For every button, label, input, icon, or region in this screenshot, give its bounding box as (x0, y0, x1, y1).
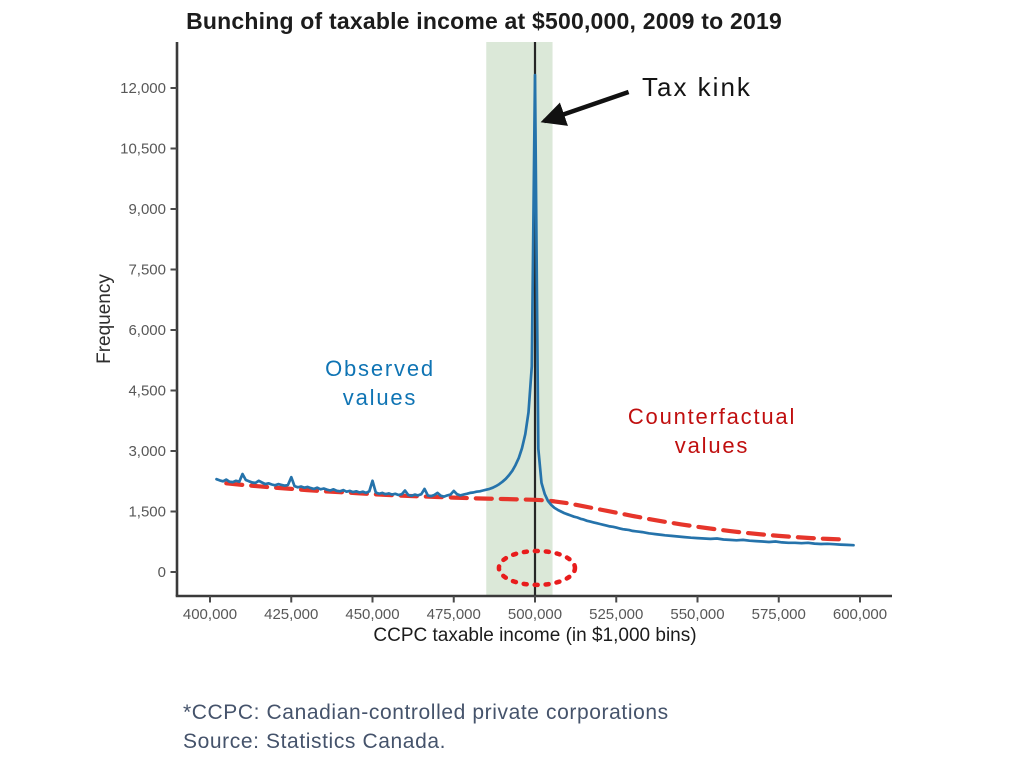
y-tick-label: 10,500 (120, 141, 166, 158)
x-tick-label: 500,000 (508, 606, 562, 623)
x-tick-label: 450,000 (345, 606, 399, 623)
y-tick-label: 12,000 (120, 80, 166, 97)
y-tick-label: 0 (158, 564, 166, 581)
counterfactual-values-label: Counterfactual values (627, 404, 797, 459)
y-tick-label: 3,000 (128, 443, 166, 460)
tax-kink-annotation: Tax kink (642, 72, 752, 102)
footnote-ccpc-line: *CCPC: Canadian-controlled private corpo… (183, 701, 669, 724)
y-tick-label: 1,500 (128, 504, 166, 521)
observed-line (215, 73, 855, 547)
tax-kink-arrow (540, 89, 630, 126)
x-tick-label: 550,000 (670, 606, 724, 623)
y-tick-label: 7,500 (128, 262, 166, 279)
y-tick-label: 4,500 (128, 383, 166, 400)
footnote-source-line: Source: Statistics Canada. (183, 729, 447, 753)
chart-title: Bunching of taxable income at $500,000, … (186, 8, 782, 34)
footnote: *CCPC: Canadian-controlled private corpo… (183, 699, 669, 757)
y-axis-label: Frequency (94, 274, 115, 364)
y-tick-label: 9,000 (128, 201, 166, 218)
counterfactual-line (224, 481, 846, 542)
x-tick-label: 525,000 (589, 606, 643, 623)
missing-mass-ellipse (496, 548, 578, 588)
x-tick-label: 575,000 (752, 606, 806, 623)
x-tick-label: 400,000 (183, 606, 237, 623)
observed-values-label: Observed values (325, 356, 435, 411)
x-tick-label: 600,000 (833, 606, 887, 623)
x-axis-label: CCPC taxable income (in $1,000 bins) (373, 625, 697, 646)
bunching-window-band (486, 42, 553, 596)
x-tick-label: 425,000 (264, 606, 318, 623)
y-tick-label: 6,000 (128, 322, 166, 339)
x-tick-label: 475,000 (427, 606, 481, 623)
